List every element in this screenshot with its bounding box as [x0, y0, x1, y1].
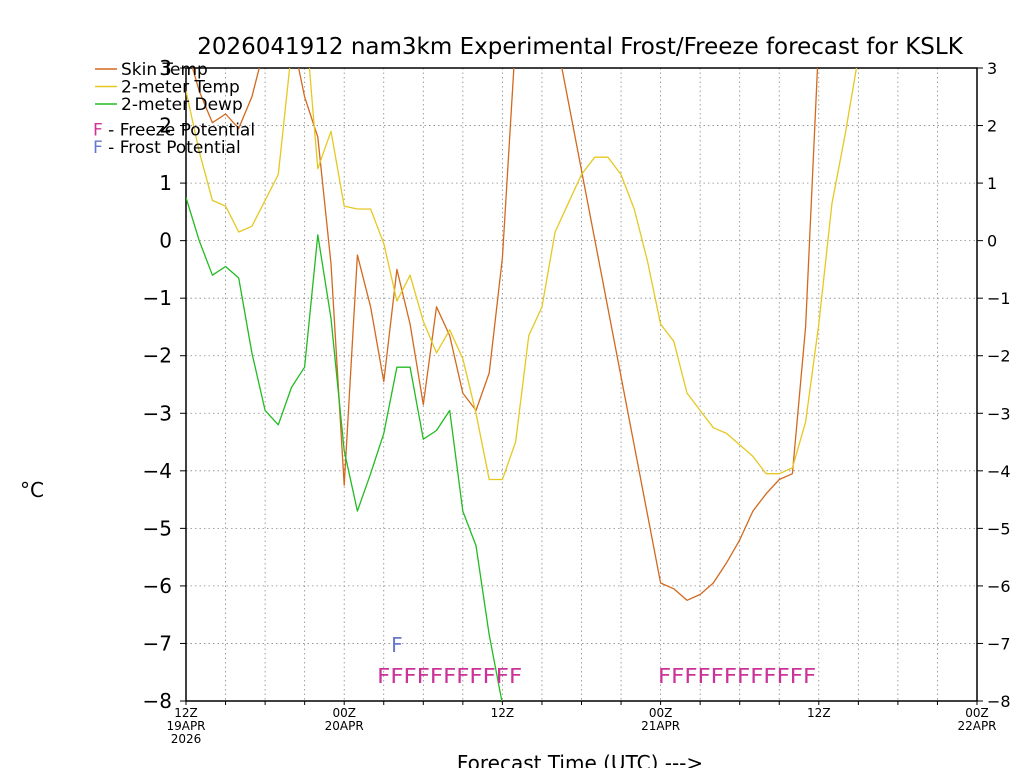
x-tick-label: 00Z — [332, 706, 356, 720]
y-tick-label-right: −4 — [987, 462, 1011, 481]
y-tick-label: −3 — [143, 401, 172, 425]
y-tick-label: −4 — [143, 459, 172, 483]
x-tick-label: 2026 — [171, 732, 202, 746]
y-tick-label-right: −6 — [987, 577, 1011, 596]
x-tick-label: 00Z — [649, 706, 673, 720]
y-tick-label-right: −1 — [987, 289, 1011, 308]
x-tick-label: 12Z — [174, 706, 198, 720]
x-tick-label: 00Z — [965, 706, 989, 720]
grid-lines — [186, 68, 977, 701]
x-tick-label: 19APR — [166, 719, 205, 733]
y-tick-label: −1 — [143, 286, 172, 310]
y-tick-label: −7 — [143, 631, 172, 655]
frost-marker: F — [391, 633, 403, 657]
legend-label: 2-meter Dewp — [121, 95, 243, 115]
y-tick-label-right: −2 — [987, 347, 1011, 366]
series-line-2-meter-temp — [186, 68, 858, 481]
legend-marker-letter: F — [93, 121, 103, 141]
legend-marker-entry: F - Freeze Potential — [93, 121, 255, 141]
y-tick-label-right: −8 — [987, 692, 1011, 711]
y-tick-label-right: −3 — [987, 404, 1011, 423]
series-lines — [186, 68, 858, 701]
legend-marker-letter: F — [93, 138, 103, 158]
y-tick-label: 3 — [159, 56, 172, 80]
y-tick-label-right: 2 — [987, 117, 997, 136]
chart-title: 2026041912 nam3km Experimental Frost/Fre… — [197, 34, 963, 60]
axes: −8 −8 −7 −7 −6 −6 −5 −5 −4 −4 −3 −3 −2 −2 −1 −1 0 0 1 1 2 2 3 3… — [143, 56, 1011, 746]
frost-freeze-markers: FFFFFFFFFFFF FFFFFFFFFFFF — [377, 633, 816, 688]
y-tick-label-right: −5 — [987, 519, 1011, 538]
plot-frame — [185, 67, 978, 702]
y-tick-label: 0 — [159, 229, 172, 253]
legend-marker-entry: F - Frost Potential — [93, 138, 241, 158]
x-tick-label: 22APR — [957, 719, 996, 733]
y-tick-label-right: 0 — [987, 232, 997, 251]
y-tick-label: 1 — [159, 171, 172, 195]
y-tick-label: −5 — [143, 516, 172, 540]
y-tick-label: 2 — [159, 114, 172, 138]
y-tick-label-right: −7 — [987, 634, 1011, 653]
freeze-marker-run: FFFFFFFFFFFF — [658, 664, 816, 688]
series-line-skin-temp — [191, 68, 819, 601]
y-tick-label: −2 — [143, 344, 172, 368]
legend-label: 2-meter Temp — [121, 78, 240, 98]
y-tick-label-right: 3 — [987, 59, 997, 78]
y-axis-label: °C — [20, 478, 44, 502]
legend-marker-text: - Frost Potential — [103, 138, 241, 158]
series-line-2-meter-dewp — [186, 197, 503, 701]
legend-label: Skin Temp — [121, 60, 208, 80]
y-tick-label: −6 — [143, 574, 172, 598]
x-tick-label: 12Z — [491, 706, 515, 720]
y-tick-label-right: 1 — [987, 174, 997, 193]
x-axis-label: Forecast Time (UTC) ---> — [457, 751, 703, 768]
x-tick-label: 12Z — [807, 706, 831, 720]
freeze-marker-run: FFFFFFFFFFF — [377, 664, 522, 688]
x-tick-label: 20APR — [325, 719, 364, 733]
x-tick-label: 21APR — [641, 719, 680, 733]
y-tick-label: −8 — [143, 689, 172, 713]
legend-marker-text: - Freeze Potential — [103, 121, 255, 141]
